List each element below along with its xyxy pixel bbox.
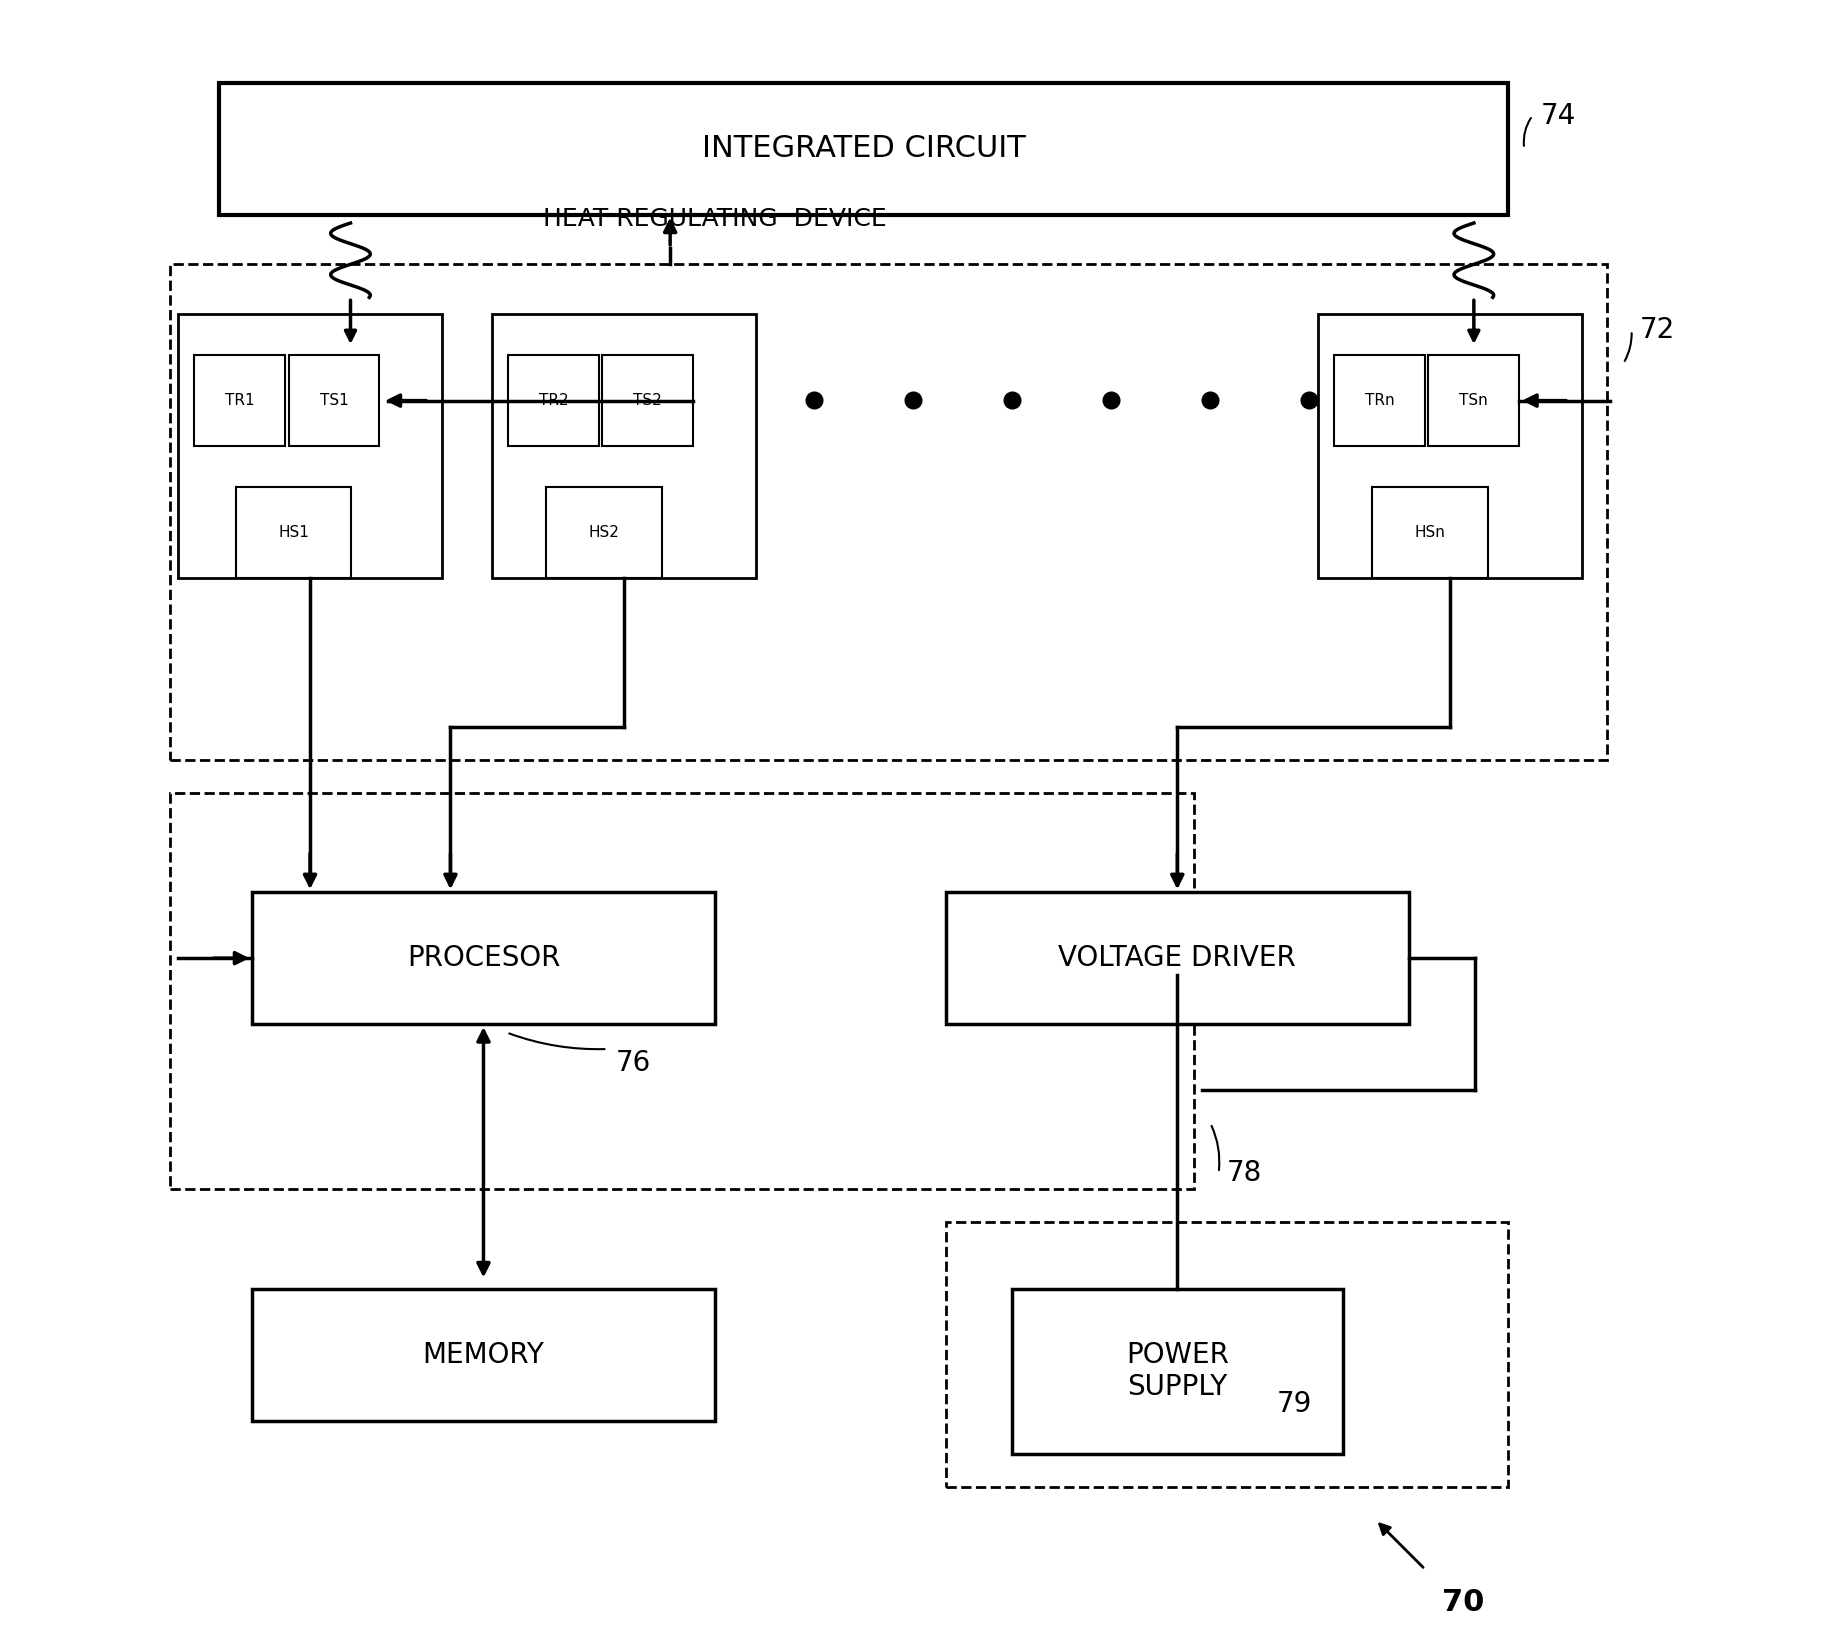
Bar [546,487,661,578]
Bar [603,355,694,446]
Bar [946,1222,1508,1487]
Text: 79: 79 [1276,1391,1311,1417]
Text: TRn: TRn [1364,393,1395,408]
Bar [170,793,1194,1189]
Text: PROCESOR: PROCESOR [407,945,561,971]
Text: POWER
SUPPLY: POWER SUPPLY [1127,1341,1229,1401]
Text: 70: 70 [1443,1588,1485,1617]
Bar [219,83,1508,215]
Bar [236,487,351,578]
Text: HEAT REGULATING  DEVICE: HEAT REGULATING DEVICE [542,206,887,231]
Bar [170,264,1607,760]
Text: TR1: TR1 [225,393,254,408]
Bar [252,1289,714,1421]
Text: INTEGRATED CIRCUIT: INTEGRATED CIRCUIT [701,134,1026,164]
Bar [946,892,1408,1024]
Text: TS1: TS1 [320,393,349,408]
Text: MEMORY: MEMORY [422,1341,544,1368]
Text: TS2: TS2 [634,393,663,408]
Text: 74: 74 [1541,102,1576,129]
Text: 72: 72 [1640,317,1674,344]
Bar [252,892,714,1024]
Text: TR2: TR2 [539,393,568,408]
Bar [491,314,756,578]
Text: 78: 78 [1227,1160,1262,1186]
Bar [508,355,599,446]
Text: TSn: TSn [1459,393,1488,408]
Bar [1373,487,1488,578]
Bar [289,355,380,446]
Text: HS1: HS1 [278,525,309,540]
Bar [194,355,285,446]
Bar [1012,1289,1342,1454]
Bar [177,314,442,578]
Text: HSn: HSn [1415,525,1446,540]
Text: VOLTAGE DRIVER: VOLTAGE DRIVER [1059,945,1296,971]
Bar [1335,355,1424,446]
Bar [1428,355,1519,446]
Text: HS2: HS2 [588,525,619,540]
Text: 76: 76 [615,1049,650,1077]
Bar [1318,314,1581,578]
